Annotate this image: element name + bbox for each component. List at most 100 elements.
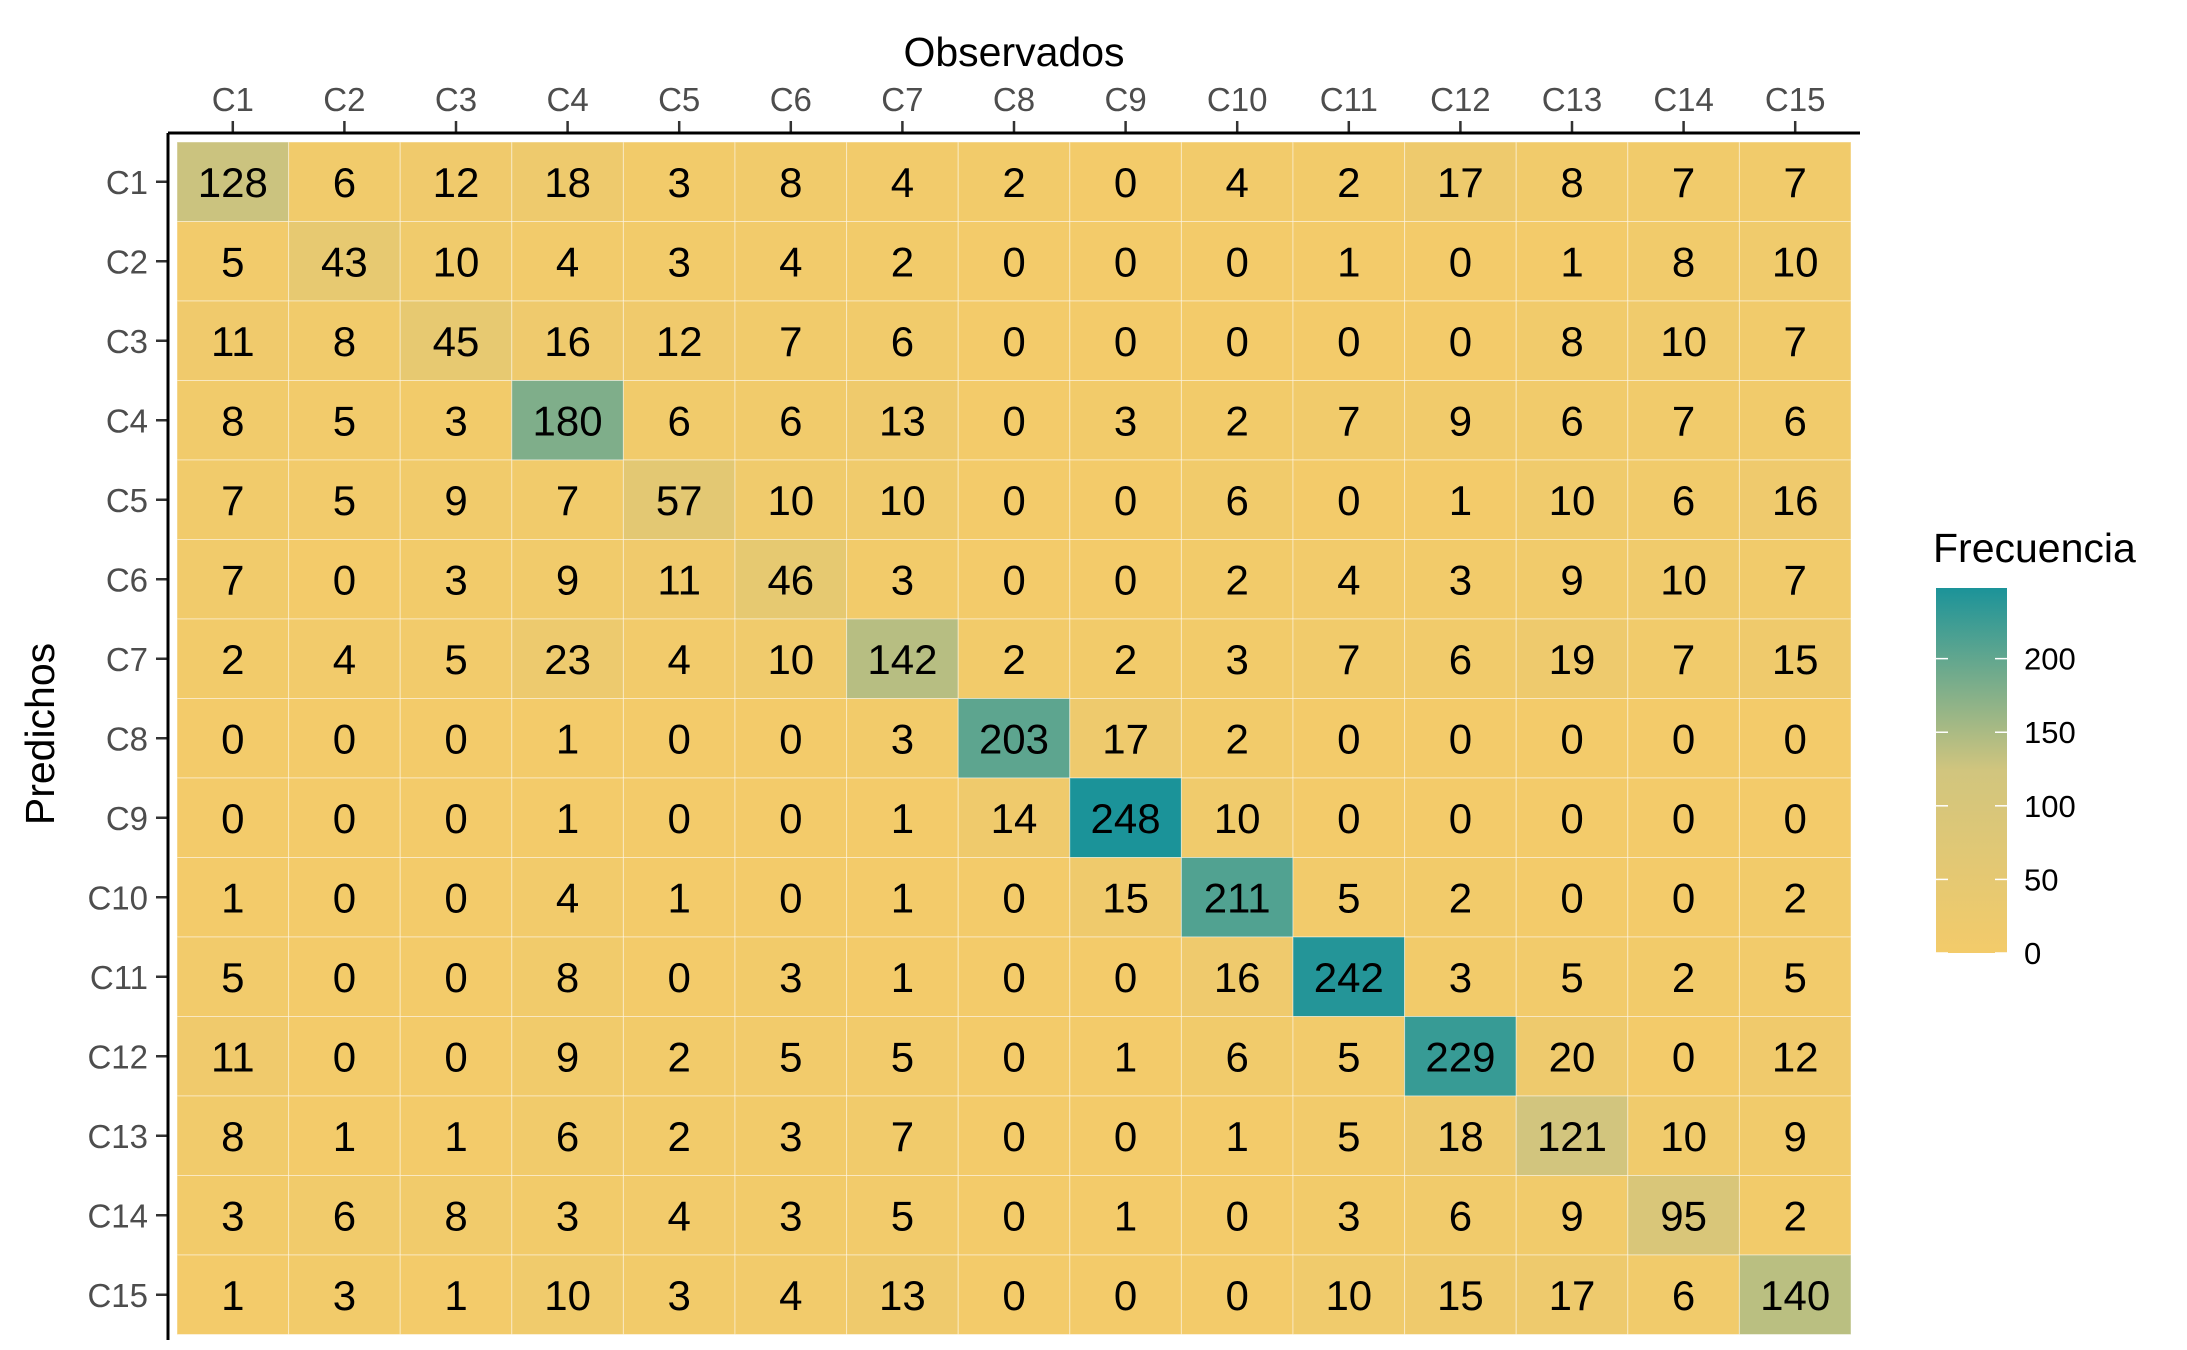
- cell-value-C11-C4: 8: [556, 954, 579, 1001]
- heatmap-cell-C1-C13: [1515, 141, 1629, 222]
- cell-value-C14-C2: 6: [333, 1192, 356, 1239]
- y-tick-label-C10: C10: [87, 879, 148, 916]
- heatmap-cell-C11-C14: [1627, 936, 1740, 1017]
- cell-value-C12-C8: 0: [1002, 1033, 1025, 1080]
- heatmap-cell-C11-C5: [622, 936, 736, 1017]
- heatmap-cell-C12-C7: [846, 1016, 959, 1097]
- cell-value-C6-C7: 3: [891, 556, 914, 603]
- cell-value-C3-C3: 45: [433, 318, 480, 365]
- cell-value-C9-C6: 0: [779, 795, 802, 842]
- cell-value-C10-C9: 15: [1102, 874, 1149, 921]
- cell-value-C7-C6: 10: [767, 636, 814, 683]
- heatmap-cell-C5-C15: [1738, 459, 1852, 540]
- cell-value-C9-C4: 1: [556, 795, 579, 842]
- heatmap-cell-C10-C7: [846, 857, 959, 938]
- heatmap-cell-C7-C6: [734, 618, 848, 699]
- cell-value-C5-C6: 10: [767, 477, 814, 524]
- heatmap-cell-C4-C3: [399, 380, 513, 461]
- heatmap-cell-C5-C4: [511, 459, 624, 540]
- cell-value-C8-C1: 0: [221, 715, 244, 762]
- cell-value-C3-C7: 6: [891, 318, 914, 365]
- heatmap-cell-C4-C11: [1292, 380, 1406, 461]
- cell-value-C3-C2: 8: [333, 318, 356, 365]
- heatmap-cell-C14-C13: [1515, 1175, 1629, 1256]
- cell-value-C9-C5: 0: [668, 795, 691, 842]
- heatmap-cell-C8-C14: [1627, 698, 1740, 779]
- heatmap-cell-C1-C6: [734, 141, 848, 222]
- cell-value-C10-C13: 0: [1560, 874, 1583, 921]
- cell-value-C3-C1: 11: [211, 318, 255, 365]
- heatmap-cell-C14-C11: [1292, 1175, 1406, 1256]
- heatmap-cell-C9-C9: [1069, 777, 1182, 858]
- cell-value-C11-C3: 0: [444, 954, 467, 1001]
- cell-value-C8-C4: 1: [556, 715, 579, 762]
- heatmap-cell-C2-C5: [622, 221, 736, 302]
- cell-value-C11-C15: 5: [1784, 954, 1807, 1001]
- heatmap-cell-C8-C8: [957, 698, 1071, 779]
- heatmap-cell-C3-C13: [1515, 300, 1629, 381]
- cell-value-C4-C5: 6: [668, 397, 691, 444]
- cell-value-C8-C3: 0: [444, 715, 467, 762]
- cell-value-C13-C15: 9: [1784, 1113, 1807, 1160]
- cell-value-C14-C14: 95: [1660, 1192, 1707, 1239]
- heatmap-cell-C2-C13: [1515, 221, 1629, 302]
- heatmap-cell-C11-C4: [511, 936, 624, 1017]
- cell-value-C5-C3: 9: [444, 477, 467, 524]
- heatmap-cell-C5-C12: [1404, 459, 1517, 540]
- cell-value-C5-C15: 16: [1772, 477, 1819, 524]
- cell-value-C12-C15: 12: [1772, 1033, 1819, 1080]
- heatmap-cell-C12-C4: [511, 1016, 624, 1097]
- cell-value-C7-C7: 142: [867, 636, 937, 683]
- cell-value-C5-C10: 6: [1226, 477, 1249, 524]
- heatmap-cell-C7-C12: [1404, 618, 1517, 699]
- cell-value-C12-C2: 0: [333, 1033, 356, 1080]
- cell-value-C8-C8: 203: [979, 715, 1049, 762]
- cell-value-C12-C13: 20: [1549, 1033, 1596, 1080]
- x-tick-label-C8: C8: [993, 81, 1035, 118]
- cell-value-C5-C5: 57: [656, 477, 703, 524]
- cell-value-C11-C5: 0: [668, 954, 691, 1001]
- heatmap-cell-C9-C8: [957, 777, 1071, 858]
- cell-value-C13-C11: 5: [1337, 1113, 1360, 1160]
- heatmap-cell-C15-C10: [1180, 1254, 1294, 1335]
- heatmap-cell-C7-C7: [846, 618, 959, 699]
- cell-value-C11-C14: 2: [1672, 954, 1695, 1001]
- legend-tick-label-0: 0: [2024, 936, 2041, 971]
- heatmap-cell-C4-C8: [957, 380, 1071, 461]
- cell-value-C14-C4: 3: [556, 1192, 579, 1239]
- heatmap-cell-C5-C1: [176, 459, 290, 540]
- cell-value-C11-C6: 3: [779, 954, 802, 1001]
- heatmap-cell-C13-C2: [288, 1095, 401, 1176]
- cell-value-C11-C8: 0: [1002, 954, 1025, 1001]
- cell-value-C14-C1: 3: [221, 1192, 244, 1239]
- heatmap-cell-C12-C2: [288, 1016, 401, 1097]
- heatmap-cell-C3-C1: [176, 300, 290, 381]
- cell-value-C6-C6: 46: [767, 556, 814, 603]
- heatmap-cell-C8-C13: [1515, 698, 1629, 779]
- cell-value-C12-C12: 229: [1425, 1033, 1495, 1080]
- heatmap-cell-C10-C9: [1069, 857, 1182, 938]
- heatmap-cell-C9-C1: [176, 777, 290, 858]
- cell-value-C8-C6: 0: [779, 715, 802, 762]
- cell-value-C6-C9: 0: [1114, 556, 1137, 603]
- x-tick-label-C1: C1: [212, 81, 254, 118]
- cell-value-C15-C15: 140: [1760, 1272, 1830, 1319]
- cell-value-C9-C8: 14: [991, 795, 1038, 842]
- cell-value-C11-C10: 16: [1214, 954, 1261, 1001]
- heatmap-cell-C6-C7: [846, 539, 959, 620]
- y-tick-label-C1: C1: [106, 164, 148, 201]
- x-tick-label-C7: C7: [881, 81, 923, 118]
- cell-value-C11-C13: 5: [1560, 954, 1583, 1001]
- cell-value-C7-C12: 6: [1449, 636, 1472, 683]
- cell-value-C3-C13: 8: [1560, 318, 1583, 365]
- heatmap-cell-C14-C4: [511, 1175, 624, 1256]
- y-tick-label-C11: C11: [90, 959, 148, 996]
- heatmap-cell-C4-C6: [734, 380, 848, 461]
- heatmap-cell-C1-C4: [511, 141, 624, 222]
- cell-value-C10-C3: 0: [444, 874, 467, 921]
- heatmap-cell-C12-C1: [176, 1016, 290, 1097]
- cell-value-C5-C13: 10: [1549, 477, 1596, 524]
- cell-value-C14-C10: 0: [1226, 1192, 1249, 1239]
- cell-value-C15-C9: 0: [1114, 1272, 1137, 1319]
- cell-value-C13-C6: 3: [779, 1113, 802, 1160]
